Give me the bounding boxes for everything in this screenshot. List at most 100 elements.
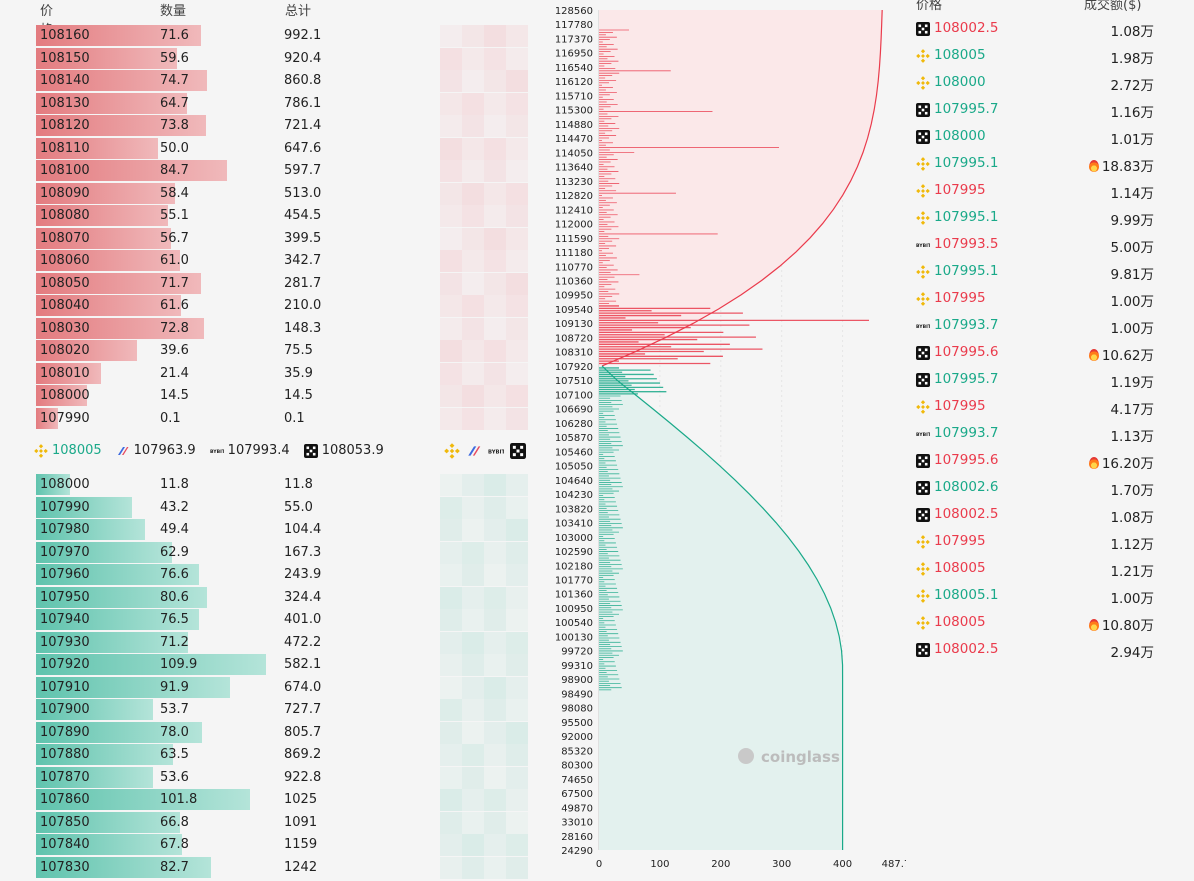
bid-row[interactable]: 107840 67.8 1159: [36, 833, 556, 855]
ask-row[interactable]: 108150 59.6 920.4: [36, 47, 556, 69]
ask-row[interactable]: 108120 73.8 721.4: [36, 114, 556, 136]
ask-row[interactable]: 107990 0.1 0.1: [36, 407, 556, 429]
ask-price: 108150: [40, 50, 90, 66]
trade-value: 1.01万: [1110, 132, 1154, 148]
heatmap-cell: [484, 586, 506, 609]
trade-value: 1.98万: [1110, 51, 1154, 67]
ask-row[interactable]: 108020 39.6 75.5: [36, 339, 556, 361]
heatmap-cell: [462, 834, 484, 856]
bid-depth-bar: [36, 496, 133, 518]
ask-amount: 55.1: [160, 208, 189, 223]
ask-row[interactable]: 108140 74.7 860.8: [36, 69, 556, 91]
okx-icon: [916, 130, 930, 144]
heatmap-cell: [506, 519, 528, 541]
heatmap-cell: [484, 789, 506, 811]
bid-row[interactable]: 107900 53.7 727.7: [36, 698, 556, 720]
ask-total: 454.5: [284, 208, 322, 223]
heatmap-cell: [462, 25, 484, 47]
heatmap-cell: [462, 272, 484, 295]
trade-price: 107993.5: [934, 236, 999, 252]
ask-row[interactable]: 108070 56.7 399.5: [36, 227, 556, 249]
heatmap-cell: [506, 744, 528, 766]
ask-row[interactable]: 108040 61.6 210.0: [36, 294, 556, 316]
bid-amount: 63.5: [160, 747, 189, 762]
y-tick-label: 115710: [556, 91, 593, 102]
trade-row: 108005 1.98万: [914, 45, 1154, 67]
ask-row[interactable]: 108100 84.7 597.7: [36, 159, 556, 181]
ask-row[interactable]: 108060 61.0 342.7: [36, 249, 556, 271]
bid-row[interactable]: 107850 66.8 1091: [36, 811, 556, 833]
ask-row[interactable]: 108110 50.0 647.6: [36, 137, 556, 159]
heatmap-cell: [440, 541, 462, 564]
bid-total: 243.9: [284, 567, 322, 582]
trade-row: 107995.7 1.16万: [914, 99, 1154, 121]
heatmap-cell: [506, 676, 528, 699]
heatmap-cell: [484, 205, 506, 227]
bid-row[interactable]: 107980 49.4 104.4: [36, 518, 556, 540]
bid-total: 11.8: [284, 477, 313, 492]
y-tick-label: 106690: [556, 405, 593, 416]
heatmap-cell: [462, 811, 484, 834]
bid-row[interactable]: 107940 76.5 401.0: [36, 608, 556, 630]
binance-icon: [916, 265, 930, 279]
bid-row[interactable]: 107870 53.6 922.8: [36, 766, 556, 788]
bid-price: 107850: [40, 814, 90, 830]
bid-depth-bar: [36, 631, 189, 653]
heatmap-cell: [484, 340, 506, 362]
trade-price: 107995.7: [934, 371, 999, 387]
bid-row[interactable]: 108000 11.8 11.8: [36, 473, 556, 495]
heatmap-cell: [484, 317, 506, 340]
bid-row[interactable]: 107910 91.9 674.0: [36, 676, 556, 698]
ask-row[interactable]: 108090 58.4 513.0: [36, 182, 556, 204]
bid-row[interactable]: 107960 76.6 243.9: [36, 563, 556, 585]
trade-value: 1.14万: [1110, 186, 1154, 202]
bybit-filter-button[interactable]: BYBIT: [488, 443, 505, 459]
bid-row[interactable]: 107880 63.5 869.2: [36, 743, 556, 765]
binance-filter-button[interactable]: [444, 443, 460, 459]
binance-icon: [916, 562, 930, 576]
bid-row[interactable]: 107860 101.8 1025: [36, 788, 556, 810]
okx-icon: [916, 346, 930, 360]
bid-row[interactable]: 107990 43.2 55.0: [36, 496, 556, 518]
bitmex-filter-button[interactable]: [466, 443, 482, 459]
svg-text:BYBIT: BYBIT: [916, 432, 930, 438]
heatmap-cell: [462, 182, 484, 205]
trade-value: 1.16万: [1110, 105, 1154, 121]
bid-row[interactable]: 107890 78.0 805.7: [36, 721, 556, 743]
trade-value: 2.94万: [1110, 645, 1154, 661]
bid-price: 107900: [40, 702, 90, 717]
heatmap-cell: [440, 385, 462, 407]
heatmap-cell: [506, 47, 528, 70]
bid-row[interactable]: 107930 71.2 472.2: [36, 631, 556, 653]
bid-depth-bar: [36, 586, 208, 608]
y-tick-label: 109540: [556, 305, 593, 316]
ask-amount: 56.7: [160, 230, 189, 246]
heatmap-cell: [462, 631, 484, 654]
ask-row[interactable]: 108010 21.4 35.9: [36, 362, 556, 384]
bid-row[interactable]: 107920 109.9 582.1: [36, 653, 556, 675]
ask-row[interactable]: 108080 55.1 454.5: [36, 204, 556, 226]
ask-row[interactable]: 108050 71.7 281.7: [36, 272, 556, 294]
binance-icon: [916, 157, 930, 171]
heatmap-cell: [484, 721, 506, 744]
x-tick-label: 400: [833, 859, 852, 870]
ask-row[interactable]: 108160 71.6 992.1: [36, 24, 556, 46]
svg-text:BYBIT: BYBIT: [916, 243, 930, 249]
trade-value: 1.08万: [1110, 24, 1154, 40]
ask-row[interactable]: 108030 72.8 148.3: [36, 317, 556, 339]
ask-row[interactable]: 108000 14.5 14.5: [36, 384, 556, 406]
heatmap-cell: [440, 631, 462, 654]
bid-depth-bar: [36, 766, 154, 788]
heatmap-cell: [506, 474, 528, 496]
ask-total: 992.1: [284, 28, 322, 43]
okx-filter-button[interactable]: [510, 443, 526, 459]
bid-row[interactable]: 107950 80.6 324.4: [36, 586, 556, 608]
trade-price: 107993.7: [934, 317, 999, 333]
bid-row[interactable]: 107970 62.9 167.3: [36, 541, 556, 563]
y-tick-label: 114050: [556, 148, 593, 159]
y-tick-label: 98900: [561, 675, 593, 686]
trade-row: 107995.1 9.81万: [914, 261, 1154, 283]
ask-row[interactable]: 108130 64.7 786.1: [36, 92, 556, 114]
y-tick-label: 114880: [556, 120, 593, 131]
bid-row[interactable]: 107830 82.7 1242: [36, 856, 556, 878]
